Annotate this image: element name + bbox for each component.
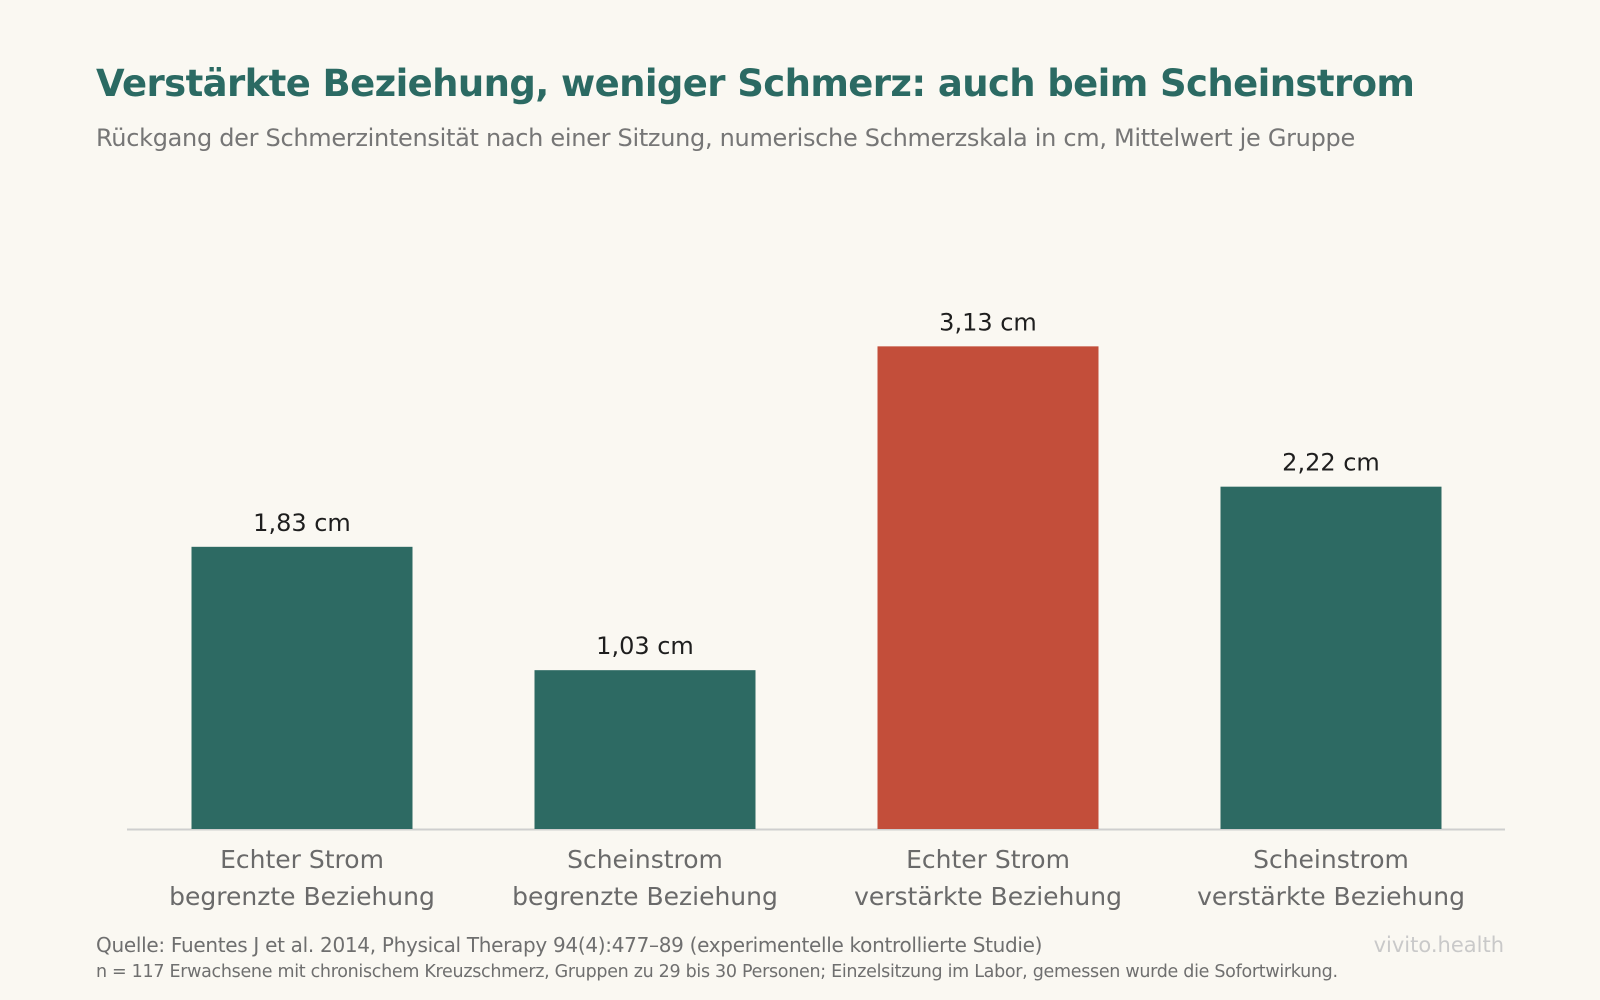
- value-label: 2,22 cm: [1282, 449, 1380, 477]
- bar: [1220, 486, 1442, 829]
- category-label: verstärkte Beziehung: [1197, 882, 1465, 911]
- category-label: begrenzte Beziehung: [512, 882, 778, 911]
- bar: [877, 346, 1099, 829]
- category-label: Scheinstrom: [1253, 845, 1409, 874]
- chart-subtitle: Rückgang der Schmerzintensität nach eine…: [96, 124, 1355, 152]
- category-label: Scheinstrom: [567, 845, 723, 874]
- category-label: verstärkte Beziehung: [854, 882, 1122, 911]
- source-note: Quelle: Fuentes J et al. 2014, Physical …: [96, 933, 1043, 957]
- value-label: 3,13 cm: [939, 308, 1037, 336]
- category-label: Echter Strom: [220, 845, 384, 874]
- chart-title: Verstärkte Beziehung, weniger Schmerz: a…: [96, 62, 1415, 105]
- category-label: Echter Strom: [906, 845, 1070, 874]
- value-label: 1,83 cm: [253, 509, 351, 537]
- value-label: 1,03 cm: [596, 632, 694, 660]
- bar: [534, 670, 756, 829]
- bar: [191, 546, 413, 829]
- sample-note: n = 117 Erwachsene mit chronischem Kreuz…: [96, 962, 1338, 982]
- brand-label: vivito.health: [1373, 933, 1504, 957]
- category-label: begrenzte Beziehung: [169, 882, 435, 911]
